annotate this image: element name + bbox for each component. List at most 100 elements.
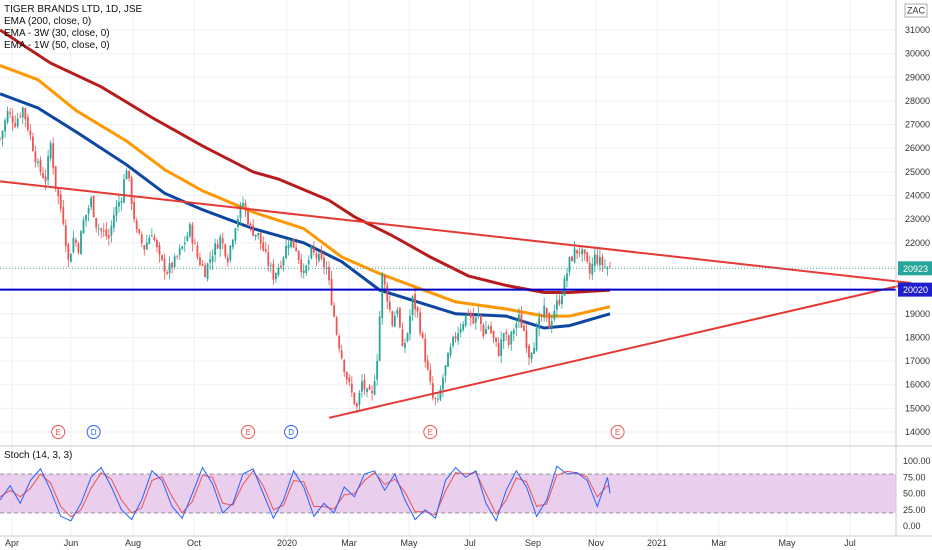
x-tick-label: Sep [525,538,541,548]
candle-body [128,170,130,179]
candle-body [274,273,277,280]
stoch-lines [0,465,611,523]
stoch-band [0,473,896,514]
candle-body [434,397,437,399]
candle-body [4,120,6,132]
price-tag-label: 20923 [903,264,928,274]
candle-body [363,379,366,390]
candle-body [201,264,204,266]
candle-body [472,315,475,324]
candle-body [535,328,538,351]
candle-body [252,225,255,236]
candle-body [287,244,290,249]
candle-body [1,130,4,139]
candle-body [39,160,42,172]
candle-body [186,235,189,241]
x-tick-label: Oct [187,538,202,548]
candle-body [153,236,156,241]
candle-body [588,262,591,274]
candles [0,106,611,414]
candle-body [80,231,82,255]
candle-body [487,326,490,329]
candle-body [452,336,454,346]
x-tick-label: May [400,538,418,548]
candle-body [69,253,72,263]
x-tick-label: Apr [5,538,19,548]
candle-body [310,246,313,259]
candle-body [386,285,389,302]
y-tick-label: 24000 [905,191,930,201]
trendline [0,180,912,285]
candle-body [449,346,452,356]
candle-body [505,331,508,335]
candle-body [277,267,280,275]
candle-body [355,403,358,407]
candle-body [282,257,285,266]
candle-body [601,256,604,266]
candle-body [416,307,419,312]
candle-body [135,220,138,230]
candle-body [118,201,120,207]
candle-body [178,248,181,256]
candle-body [267,252,270,266]
x-tick-label: Aug [125,538,141,548]
y-tick-label: 14000 [905,427,930,437]
candle-body [591,263,594,275]
dividend-marker [86,425,101,439]
candle-body [507,335,510,345]
candle-body [221,238,224,244]
y-tick-label: 19000 [905,309,930,319]
candle-body [305,265,308,273]
candle-body [345,371,348,380]
candle-body [44,176,47,182]
candle-body [191,224,194,244]
candle-body [436,398,439,400]
candle-body [477,314,480,317]
candle-body [510,331,513,345]
candle-body [249,223,252,226]
y-tick-label: 15000 [905,403,930,413]
candle-body [480,315,482,325]
candle-body [285,245,287,259]
candle-body [343,359,346,373]
event-marker-label: E [615,428,620,437]
candle-body [586,252,589,262]
candle-body [533,347,535,354]
candle-body [571,256,573,262]
candle-body [376,360,379,380]
candle-body [381,273,384,319]
candle-body [414,294,417,310]
candle-body [388,301,391,310]
x-tick-label: Mar [341,538,357,548]
candle-body [295,247,298,251]
candle-body [333,305,336,317]
candle-body [161,255,163,260]
candle-body [290,240,292,248]
candle-body [543,305,546,318]
event-marker-label: E [428,428,433,437]
event-marker-label: E [245,428,250,437]
candle-body [183,242,186,245]
candle-body [530,353,533,359]
candle-body [442,377,444,390]
candle-body [269,265,272,267]
candle-body [419,312,422,334]
candle-body [358,392,361,405]
event-marker-label: E [56,428,61,437]
candle-body [495,337,497,342]
candle-body [100,228,103,231]
candle-body [371,390,373,394]
candle-body [517,314,520,322]
y-tick-label: 31000 [905,25,930,35]
candle-body [598,256,601,266]
candle-body [280,265,282,268]
candle-body [259,232,262,244]
candle-body [482,324,485,336]
candle-body [391,311,394,326]
candle-body [247,209,249,225]
candle-body [59,194,62,209]
candle-body [330,278,333,305]
ema1w-line [0,92,611,330]
x-tick-label: 2020 [277,538,297,548]
